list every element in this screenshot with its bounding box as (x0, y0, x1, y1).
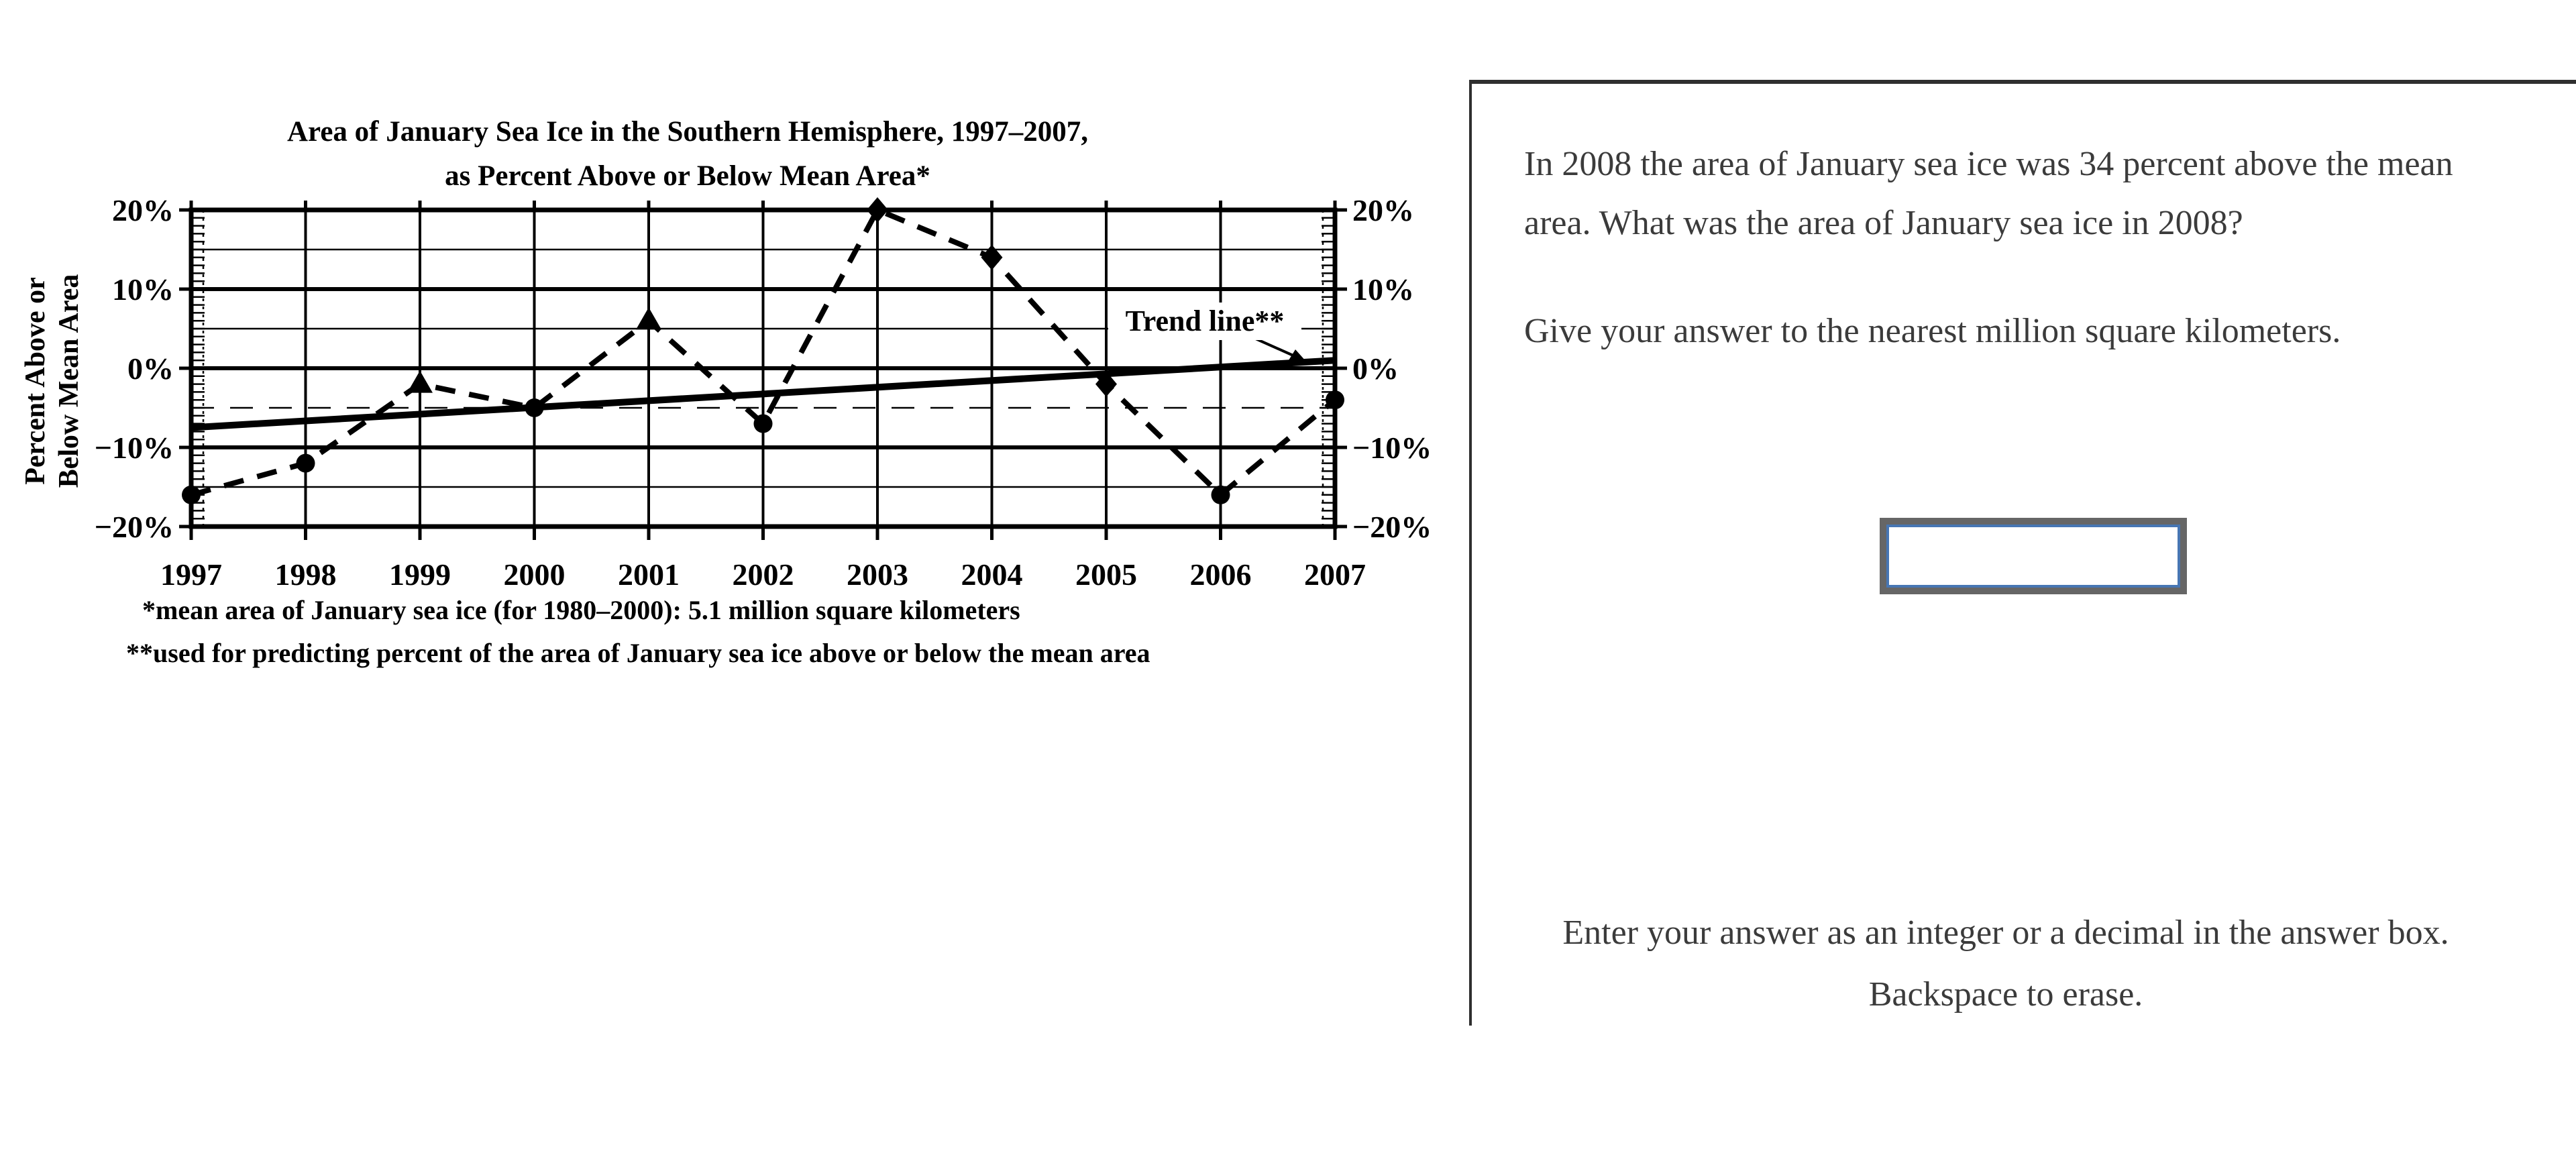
svg-text:10%: 10% (112, 272, 174, 307)
answer-input[interactable] (1886, 525, 2180, 588)
svg-text:20%: 20% (1352, 193, 1414, 227)
svg-text:−20%: −20% (1352, 510, 1432, 544)
question-prompt: In 2008 the area of January sea ice was … (1524, 145, 2453, 242)
svg-text:−10%: −10% (1352, 431, 1432, 465)
entry-instruction-line2: Backspace to erase. (1868, 975, 2143, 1014)
svg-text:2007: 2007 (1304, 557, 1366, 592)
tick-labels: 20% 20% 10% 10% 0% 0% −10% −10% −20% −20% 1997 1998… (95, 193, 1432, 592)
chart-title-line1: Area of January Sea Ice in the Southern … (286, 116, 1088, 148)
svg-text:2006: 2006 (1190, 557, 1252, 592)
chart-title-line2: as Percent Above or Below Mean Area* (445, 160, 930, 192)
trend-line-label: Trend line** (1108, 303, 1301, 340)
svg-text:2004: 2004 (961, 557, 1023, 592)
units-instruction: Give your answer to the nearest million … (1524, 312, 2341, 350)
footnote-trend-usage: **used for predicting percent of the are… (126, 638, 1150, 668)
entry-instructions: Enter your answer as an integer or a dec… (1469, 902, 2542, 1026)
series-1 (191, 357, 1336, 431)
svg-text:2001: 2001 (618, 557, 680, 592)
svg-text:−10%: −10% (95, 431, 174, 465)
chart-title: Area of January Sea Ice in the Southern … (0, 110, 1375, 199)
svg-text:20%: 20% (112, 193, 174, 227)
panel-top-border (1469, 80, 2576, 84)
svg-text:−20%: −20% (95, 510, 174, 544)
svg-text:1999: 1999 (389, 557, 451, 592)
svg-text:2003: 2003 (847, 557, 908, 592)
panel-divider (1469, 80, 1472, 1026)
svg-text:1998: 1998 (275, 557, 337, 592)
answer-box[interactable] (1880, 518, 2187, 594)
series-0 (190, 206, 1337, 499)
svg-text:2005: 2005 (1075, 557, 1137, 592)
svg-text:0%: 0% (127, 351, 174, 386)
series-0-markers (182, 197, 1344, 504)
footnote-mean-area: *mean area of January sea ice (for 1980–… (142, 595, 1020, 625)
svg-text:1997: 1997 (160, 557, 222, 592)
entry-instruction-line1: Enter your answer as an integer or a dec… (1562, 914, 2449, 952)
sea-ice-line-chart: 20% 20% 10% 10% 0% 0% −10% −10% −20% −20% 1997 1998… (95, 193, 1432, 592)
svg-text:0%: 0% (1352, 351, 1399, 386)
svg-text:10%: 10% (1352, 272, 1414, 307)
svg-text:2002: 2002 (733, 557, 794, 592)
svg-text:2000: 2000 (504, 557, 566, 592)
